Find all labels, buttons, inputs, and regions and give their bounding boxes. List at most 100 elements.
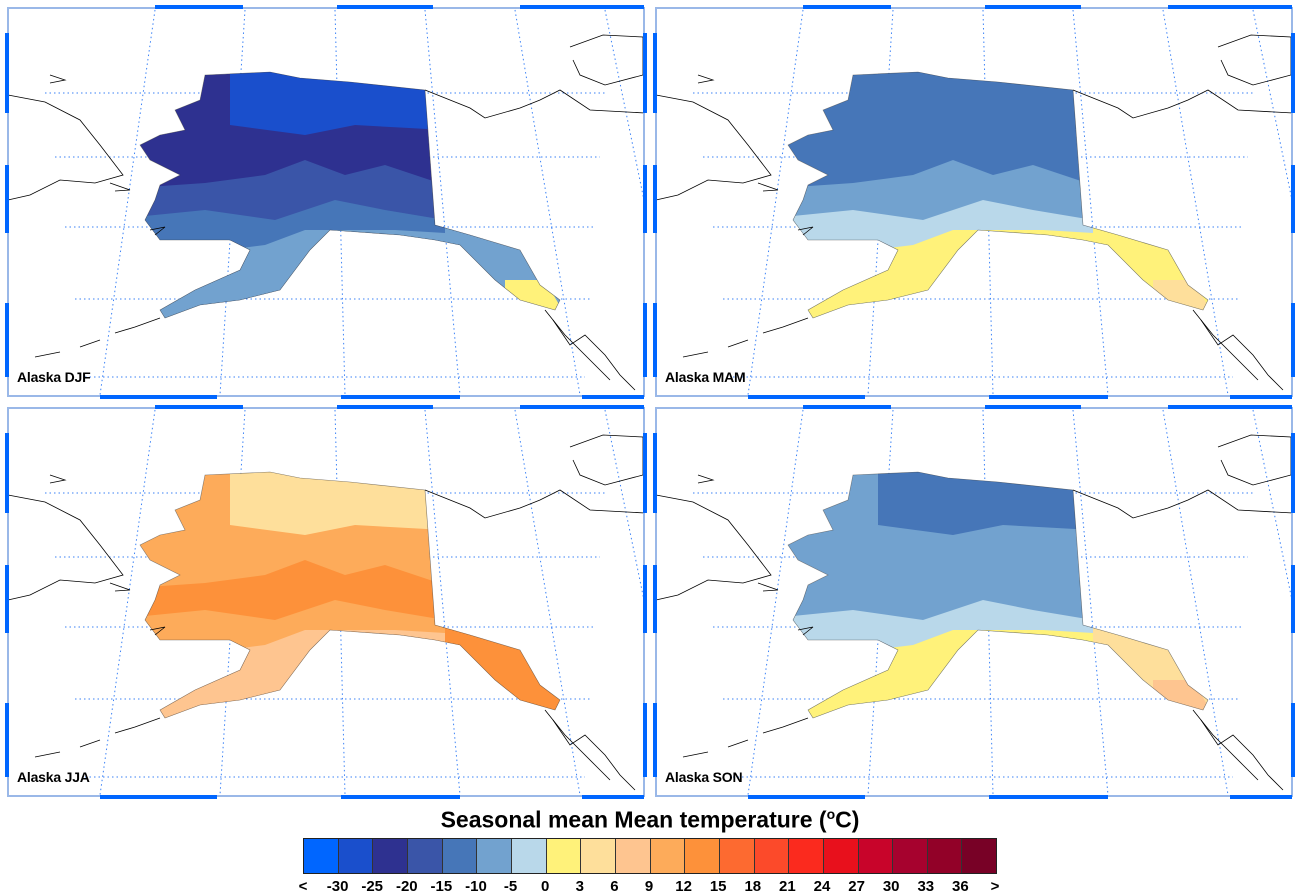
temperature-region-coast xyxy=(140,630,560,718)
longitude-line xyxy=(424,9,461,396)
title-unit: C) xyxy=(835,806,860,833)
colorbar-swatch xyxy=(304,839,339,873)
colorbar xyxy=(303,838,997,874)
longitude-line xyxy=(1252,409,1294,606)
map-panel-djf: Alaska DJF xyxy=(5,5,647,399)
longitude-line xyxy=(334,409,346,796)
colorbar-tick-label: -25 xyxy=(361,878,384,895)
coastline xyxy=(1217,34,1292,86)
coastline xyxy=(727,739,749,748)
longitude-line xyxy=(1072,409,1109,796)
colorbar-swatch xyxy=(927,839,963,873)
coastline xyxy=(1217,434,1292,486)
colorbar-swatch xyxy=(511,839,547,873)
temperature-region-pan xyxy=(445,627,560,718)
temperature-region-pan xyxy=(445,227,560,318)
colorbar-swatch xyxy=(650,839,686,873)
coastline xyxy=(655,94,772,201)
temperature-region-coast xyxy=(788,230,1208,318)
map-panel-son: Alaska SON xyxy=(653,405,1295,799)
colorbar-swatch xyxy=(581,839,616,873)
map-jja xyxy=(5,405,647,799)
colorbar-tick-label: -30 xyxy=(326,878,349,895)
map-djf xyxy=(5,5,647,399)
panel-label: Alaska DJF xyxy=(17,369,91,385)
coastline xyxy=(49,74,67,84)
coastline xyxy=(682,351,709,358)
temperature-region-coast xyxy=(788,630,1208,718)
colorbar-tick-label: -5 xyxy=(503,878,518,895)
alaska-coastline xyxy=(139,71,561,319)
colorbar-tick-label: -20 xyxy=(395,878,418,895)
coastline xyxy=(552,319,636,391)
colorbar-swatch xyxy=(893,839,928,873)
longitude-line xyxy=(1162,409,1229,796)
coastline xyxy=(114,717,161,734)
longitude-line xyxy=(604,409,646,606)
coastline xyxy=(757,582,779,592)
temperature-region-pan xyxy=(1093,227,1208,318)
colorbar-tick-label: 33 xyxy=(917,878,935,895)
alaska-coastline xyxy=(787,471,1209,719)
coastline xyxy=(552,719,636,791)
coastline xyxy=(1192,709,1259,781)
coastline xyxy=(7,494,124,601)
colorbar-tick-label: -15 xyxy=(430,878,453,895)
coastline xyxy=(727,339,749,348)
colorbar-tick-label: 27 xyxy=(848,878,865,895)
map-son xyxy=(653,405,1295,799)
coastline xyxy=(1200,719,1284,791)
coastline xyxy=(114,317,161,334)
coastline xyxy=(109,182,131,192)
map-panel-mam: Alaska MAM xyxy=(653,5,1295,399)
coastline xyxy=(149,626,166,636)
longitude-line xyxy=(747,409,804,796)
colorbar-swatch xyxy=(477,839,512,873)
coastline xyxy=(7,94,124,201)
coastline xyxy=(569,34,644,86)
coastline xyxy=(424,489,646,519)
longitude-line xyxy=(514,409,581,796)
coastline xyxy=(682,751,709,758)
colorbar-tick-label: 6 xyxy=(610,878,619,895)
coastline xyxy=(34,751,61,758)
coastline xyxy=(1072,489,1294,519)
colorbar-tick-label: 18 xyxy=(744,878,762,895)
colorbar-labels: < -30 -25 -20 -15 -10 -5 0 3 6 9 12 15 18 21 24 27 30 33 36… xyxy=(299,878,1000,896)
longitude-line xyxy=(424,409,461,796)
coastline xyxy=(34,351,61,358)
colorbar-tick-label: 9 xyxy=(644,878,654,895)
map-panel-jja: Alaska JJA xyxy=(5,405,647,799)
coastline xyxy=(149,226,166,236)
longitude-line xyxy=(604,9,646,206)
coastline xyxy=(79,739,101,748)
title-degree: o xyxy=(826,806,836,822)
coastline xyxy=(762,717,809,734)
coastline xyxy=(697,74,715,84)
coastline xyxy=(109,582,131,592)
coastline xyxy=(544,709,611,781)
colorbar-title: Seasonal mean Mean temperature (oC) xyxy=(0,806,1300,834)
colorbar-tick-label: -10 xyxy=(465,878,487,895)
coastline xyxy=(1192,309,1259,381)
colorbar-tick-label: 24 xyxy=(813,878,831,895)
longitude-line xyxy=(99,9,156,396)
temperature-region-coast xyxy=(140,230,560,318)
alaska-coastline xyxy=(139,471,561,719)
longitude-line xyxy=(99,409,156,796)
coastline xyxy=(697,474,715,484)
coastline xyxy=(424,89,646,119)
colorbar-swatch xyxy=(546,839,582,873)
colorbar-tick-label: 15 xyxy=(709,878,727,895)
colorbar-swatch xyxy=(407,839,443,873)
colorbar-swatch xyxy=(858,839,894,873)
panel-label: Alaska JJA xyxy=(17,769,90,785)
title-text: Seasonal mean Mean temperature ( xyxy=(440,806,827,833)
colorbar-swatch xyxy=(962,839,997,873)
temperature-region-north xyxy=(230,72,445,135)
map-mam xyxy=(653,5,1295,399)
coastline xyxy=(79,339,101,348)
coastline xyxy=(797,626,814,636)
longitude-line xyxy=(747,9,804,396)
colorbar-tick-label: 3 xyxy=(575,878,584,895)
